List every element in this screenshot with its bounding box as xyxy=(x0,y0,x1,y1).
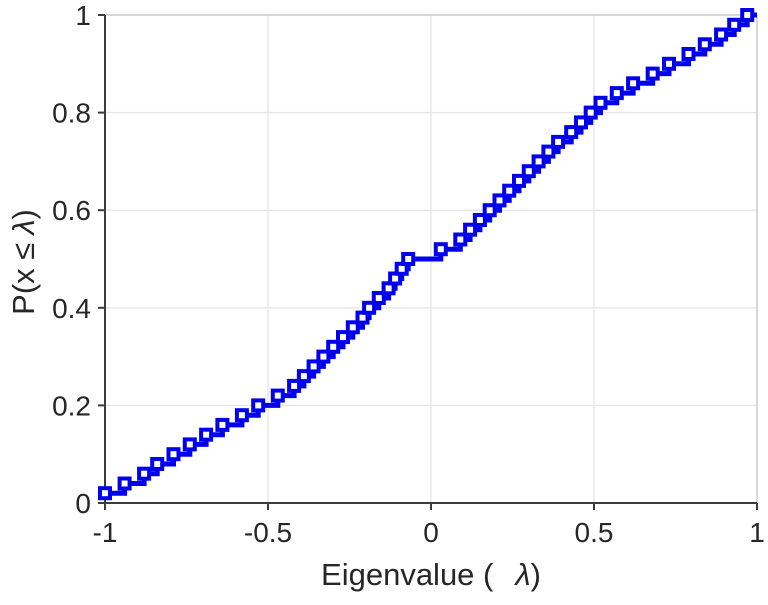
data-point-marker xyxy=(270,388,285,403)
data-point-marker xyxy=(564,125,579,140)
data-point-marker xyxy=(137,466,152,481)
y-tick-label: 1 xyxy=(75,0,91,31)
data-point-marker xyxy=(306,359,321,374)
x-tick-label: -0.5 xyxy=(244,517,292,548)
data-point-marker xyxy=(401,252,416,266)
data-point-marker xyxy=(287,378,302,393)
data-point-marker xyxy=(234,408,249,423)
data-point-marker xyxy=(472,213,487,227)
tick-labels: -1 -0.5 0 0.5 1 0 0.2 0.4 0.6 0.8 1 xyxy=(52,0,765,548)
data-point-marker xyxy=(609,86,624,101)
data-point-marker xyxy=(531,154,546,169)
data-point-marker xyxy=(551,134,566,149)
data-point-marker xyxy=(463,222,478,237)
data-point-marker xyxy=(296,369,311,384)
data-point-marker xyxy=(574,115,588,130)
data-point-marker xyxy=(740,8,755,22)
x-tick-label: -1 xyxy=(93,517,118,548)
data-point-marker xyxy=(251,398,266,413)
axis-ticks xyxy=(98,14,758,510)
x-tick-label: 0.5 xyxy=(575,517,614,548)
data-point-marker xyxy=(541,144,556,159)
data-point-marker xyxy=(362,300,377,315)
data-point-marker xyxy=(492,193,507,208)
y-tick-label: 0.6 xyxy=(52,195,91,226)
data-point-marker xyxy=(645,66,660,81)
data-point-marker xyxy=(681,47,696,61)
x-tick-label: 0 xyxy=(423,517,439,548)
data-point-marker xyxy=(215,417,230,432)
y-tick-label: 0.4 xyxy=(52,293,91,324)
x-axis-label: Eigenvalue (λ) xyxy=(321,557,541,592)
data-point-marker xyxy=(697,37,712,52)
data-point-marker xyxy=(482,203,497,218)
y-axis-label: P(x ≤λ) xyxy=(6,209,41,315)
data-point-marker xyxy=(345,320,360,335)
data-point-marker xyxy=(512,173,526,188)
ecdf-stairstep-series xyxy=(98,8,757,501)
data-point-marker xyxy=(326,339,341,354)
data-point-marker xyxy=(371,291,386,305)
data-point-marker xyxy=(626,76,641,91)
data-point-marker xyxy=(336,330,350,345)
data-point-marker xyxy=(117,476,132,491)
data-point-marker xyxy=(714,27,729,42)
data-point-marker xyxy=(433,242,448,257)
data-point-marker xyxy=(521,164,536,179)
y-tick-label: 0.8 xyxy=(52,98,91,129)
y-tick-label: 0.2 xyxy=(52,390,91,421)
data-point-marker xyxy=(662,56,676,71)
data-point-marker xyxy=(199,427,214,442)
data-point-marker xyxy=(583,105,598,120)
data-point-marker xyxy=(150,457,165,471)
data-point-marker xyxy=(98,486,112,501)
data-point-marker xyxy=(593,95,608,110)
data-point-marker xyxy=(727,17,742,32)
data-point-marker xyxy=(182,437,197,452)
data-point-marker xyxy=(453,232,468,247)
data-point-marker xyxy=(316,349,331,364)
y-tick-label: 0 xyxy=(75,488,91,519)
data-point-marker xyxy=(166,447,181,462)
x-tick-label: 1 xyxy=(749,517,765,548)
data-point-marker xyxy=(502,183,517,198)
